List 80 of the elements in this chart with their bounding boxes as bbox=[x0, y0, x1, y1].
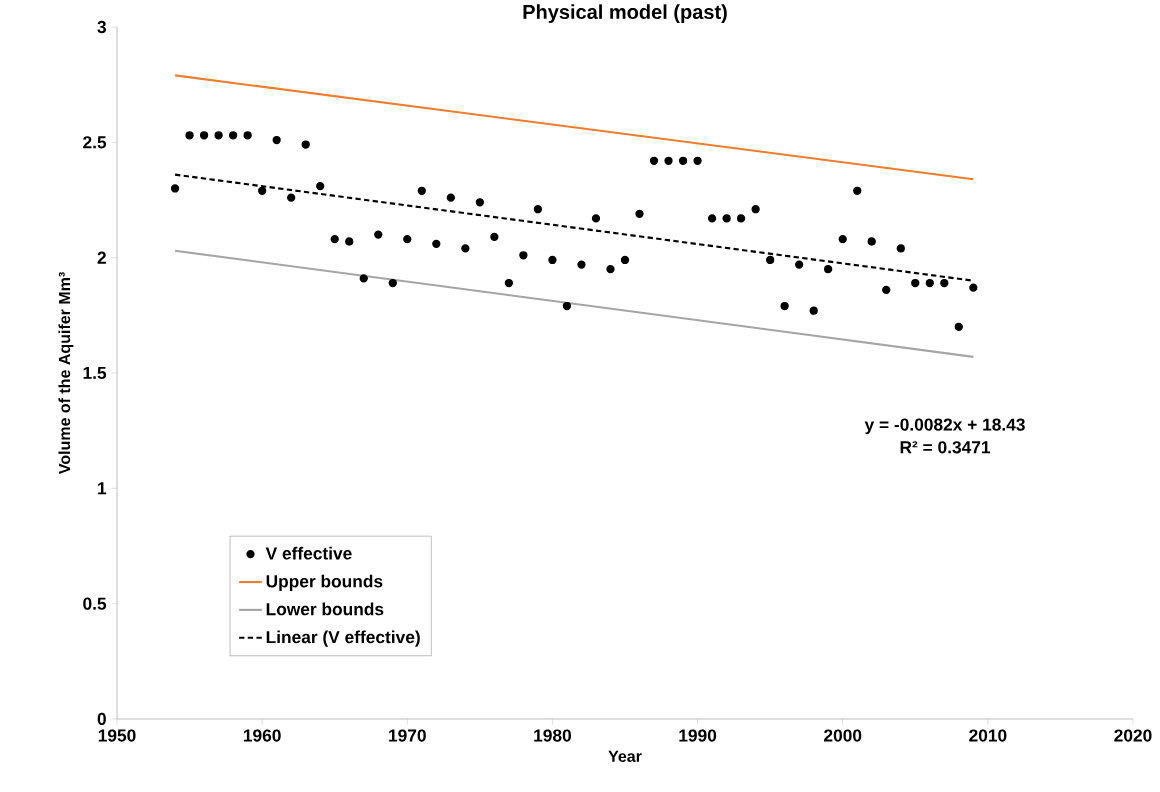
legend-label: V effective bbox=[265, 546, 352, 560]
y-tick-label: 2 bbox=[97, 251, 106, 264]
legend-label: Linear (V effective) bbox=[266, 630, 420, 647]
annotation: R² = 0.3471 bbox=[900, 441, 991, 454]
point bbox=[243, 131, 252, 140]
y-tick-label: 1 bbox=[98, 482, 107, 495]
y-tick-label: 1.5 bbox=[83, 366, 107, 380]
legend-label: Upper bounds bbox=[266, 574, 383, 591]
x-tick-label: 1970 bbox=[389, 729, 426, 742]
y-tick-label: 2.5 bbox=[83, 136, 107, 149]
point bbox=[780, 301, 789, 311]
point bbox=[258, 186, 267, 195]
point bbox=[896, 244, 905, 253]
point bbox=[954, 322, 963, 331]
point bbox=[446, 193, 455, 202]
point bbox=[824, 265, 833, 274]
y-tick-label: 3 bbox=[97, 20, 106, 34]
point bbox=[287, 193, 296, 202]
point bbox=[374, 230, 383, 239]
point bbox=[911, 278, 920, 288]
point bbox=[417, 186, 426, 195]
point bbox=[316, 182, 325, 191]
point bbox=[170, 184, 180, 193]
point bbox=[185, 131, 194, 140]
point bbox=[388, 278, 397, 288]
chart-title: Physical model (past) bbox=[523, 4, 727, 23]
point bbox=[853, 186, 862, 195]
point bbox=[620, 255, 630, 265]
point bbox=[707, 214, 717, 223]
x-tick-label: 1980 bbox=[534, 729, 571, 742]
x-tick-label: 2020 bbox=[1114, 729, 1152, 742]
point bbox=[969, 283, 978, 292]
legend-label: Lower bounds bbox=[266, 602, 384, 616]
point bbox=[606, 265, 615, 274]
point bbox=[722, 214, 731, 223]
point bbox=[867, 237, 876, 246]
point bbox=[403, 235, 412, 244]
point bbox=[199, 131, 209, 140]
point bbox=[591, 214, 601, 223]
x-tick-label: 1950 bbox=[98, 729, 136, 742]
point bbox=[504, 278, 514, 288]
point bbox=[228, 131, 238, 140]
x-axis-title: Year bbox=[608, 750, 642, 762]
point bbox=[678, 156, 688, 165]
point bbox=[766, 255, 775, 265]
point bbox=[359, 274, 368, 283]
y-axis-title: Volume of the Aquifer Mm³ bbox=[58, 272, 74, 475]
annotation: y = -0.0082x + 18.43 bbox=[864, 418, 1025, 435]
point bbox=[301, 140, 310, 149]
point bbox=[795, 260, 804, 269]
point bbox=[330, 235, 339, 244]
point bbox=[475, 198, 484, 207]
x-tick-label: 2010 bbox=[969, 729, 1007, 742]
point bbox=[882, 285, 891, 295]
y-tick-label: 0.5 bbox=[83, 597, 107, 610]
point bbox=[664, 156, 673, 165]
point bbox=[809, 306, 818, 315]
point bbox=[548, 255, 557, 265]
point bbox=[940, 278, 949, 288]
x-tick-label: 1990 bbox=[679, 729, 717, 742]
point bbox=[432, 239, 441, 248]
x-tick-label: 2000 bbox=[824, 729, 862, 742]
y-tick-label: 0 bbox=[97, 712, 106, 726]
point bbox=[635, 209, 644, 218]
point bbox=[214, 131, 223, 140]
point bbox=[272, 135, 281, 145]
point bbox=[562, 301, 572, 311]
point bbox=[751, 205, 760, 214]
point bbox=[577, 260, 586, 269]
point bbox=[838, 235, 847, 244]
point bbox=[925, 278, 934, 288]
point bbox=[736, 214, 746, 223]
point bbox=[533, 205, 543, 214]
point bbox=[345, 237, 354, 246]
point bbox=[519, 251, 528, 260]
point bbox=[693, 156, 702, 165]
point bbox=[649, 156, 659, 165]
x-tick-label: 1960 bbox=[243, 729, 281, 742]
point bbox=[461, 244, 470, 253]
point bbox=[490, 232, 499, 242]
